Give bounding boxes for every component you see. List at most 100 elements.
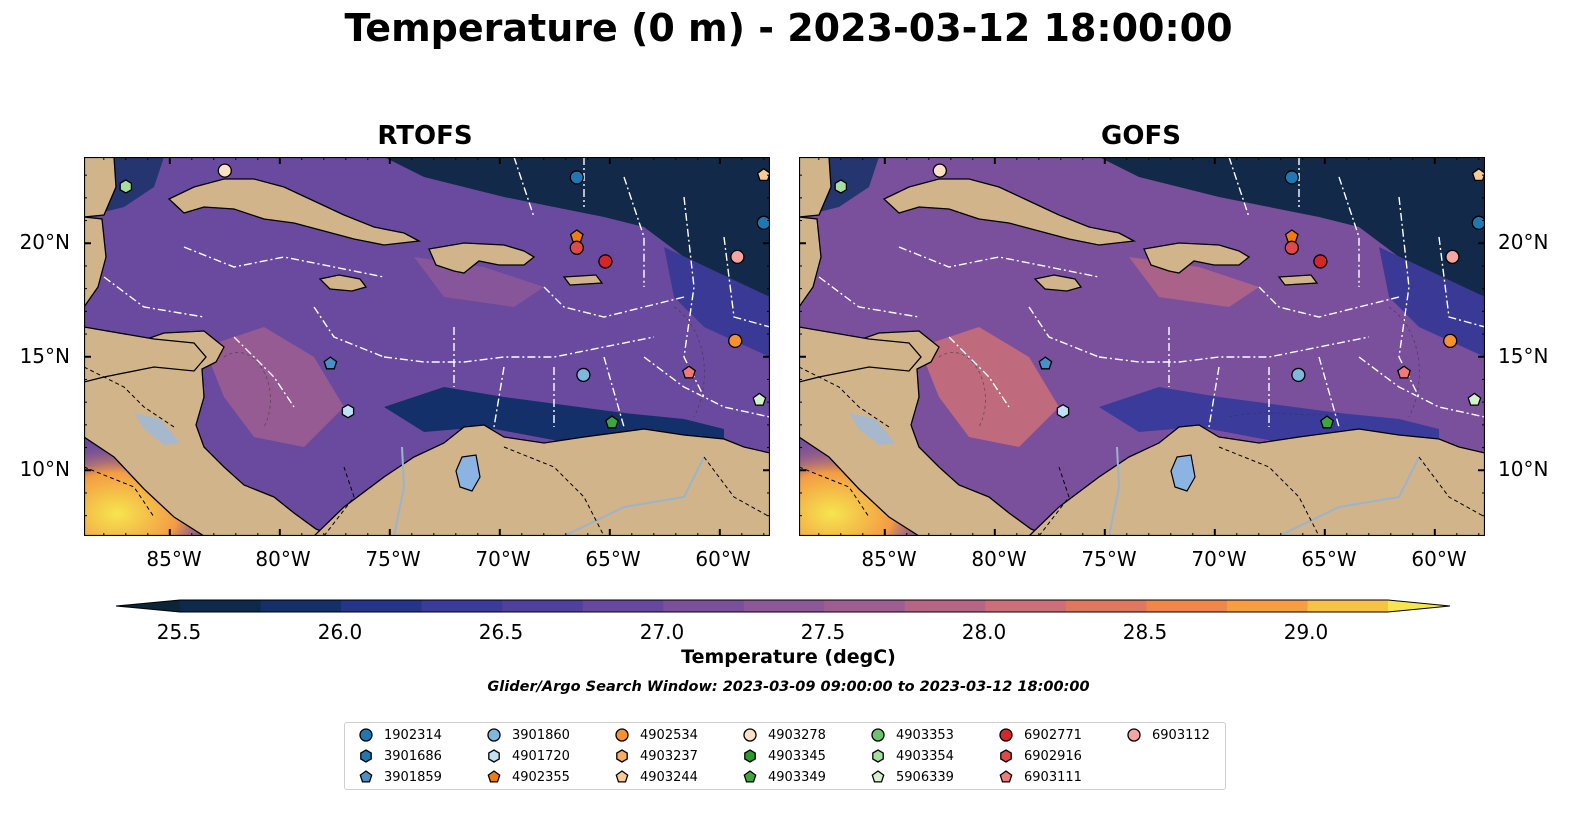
country-border bbox=[1038, 466, 1070, 536]
platform-marker bbox=[1445, 249, 1460, 265]
legend-marker bbox=[871, 770, 885, 783]
platform-marker bbox=[932, 163, 947, 178]
legend-item: 4903237 bbox=[613, 746, 698, 766]
colorbar-tick: 26.0 bbox=[317, 620, 363, 644]
landmass bbox=[1143, 242, 1251, 274]
colorbar-segment bbox=[904, 600, 986, 612]
landmass bbox=[313, 424, 770, 536]
eez-boundary bbox=[723, 236, 770, 328]
lon-label-70w-left: 70°W bbox=[475, 547, 531, 571]
legend-marker bbox=[872, 749, 884, 763]
gofs-map bbox=[799, 157, 1485, 536]
colorbar-tick: 29.0 bbox=[1283, 620, 1329, 644]
colorbar-tick: 26.5 bbox=[478, 620, 524, 644]
lon-label-60w-left: 60°W bbox=[695, 547, 751, 571]
legend-marker bbox=[743, 770, 757, 783]
legend-label: 4903244 bbox=[640, 769, 698, 785]
hexagon-marker-icon bbox=[488, 749, 500, 763]
legend-item: 6903111 bbox=[997, 767, 1082, 787]
eez-boundary bbox=[643, 356, 770, 418]
legend-item: 3901860 bbox=[485, 725, 570, 745]
country-border bbox=[323, 466, 355, 536]
colorbar-segment bbox=[1226, 600, 1308, 612]
legend-marker bbox=[615, 770, 629, 783]
platform-marker bbox=[1284, 240, 1299, 255]
legend-item: 4903244 bbox=[613, 767, 698, 787]
eez-boundary bbox=[603, 356, 625, 428]
colorbar-segment bbox=[824, 600, 906, 612]
pentagon-marker-icon bbox=[359, 770, 373, 783]
legend-item: 6902771 bbox=[997, 725, 1082, 745]
legend-marker bbox=[743, 728, 757, 742]
colorbar-tick: 25.5 bbox=[156, 620, 202, 644]
legend-label: 4903345 bbox=[768, 748, 826, 764]
legend-item: 1902314 bbox=[357, 725, 442, 745]
legend-item: 4903354 bbox=[869, 746, 954, 766]
eez-boundary bbox=[1258, 286, 1400, 318]
lake-nicaragua bbox=[849, 413, 895, 445]
eez-boundary bbox=[1228, 157, 1250, 218]
lat-label-20n-left: 20°N bbox=[19, 230, 70, 254]
country-border bbox=[84, 466, 155, 518]
legend-marker bbox=[744, 749, 756, 763]
river bbox=[1278, 456, 1420, 536]
circle-marker-icon bbox=[871, 728, 885, 742]
hexagon-marker-icon bbox=[1000, 749, 1012, 763]
platform-marker bbox=[834, 179, 848, 194]
landmass bbox=[799, 216, 822, 309]
legend-label: 4903349 bbox=[768, 769, 826, 785]
legend-label: 5906339 bbox=[896, 769, 954, 785]
legend-label: 4901720 bbox=[512, 748, 570, 764]
legend-label: 3901860 bbox=[512, 727, 570, 743]
colorbar-segment bbox=[582, 600, 664, 612]
landmass bbox=[1033, 274, 1083, 292]
legend-item: 6902916 bbox=[997, 746, 1082, 766]
landmass bbox=[799, 326, 922, 383]
eez-boundary bbox=[493, 366, 505, 428]
river bbox=[1108, 446, 1121, 536]
platform-marker bbox=[1467, 392, 1482, 406]
country-border bbox=[703, 456, 770, 518]
lon-label-80w-right: 80°W bbox=[971, 547, 1027, 571]
eez-boundary bbox=[898, 246, 1100, 278]
eez-boundary bbox=[623, 176, 645, 287]
legend-marker bbox=[999, 770, 1013, 783]
panel-title-rtofs: RTOFS bbox=[377, 121, 473, 151]
colorbar-segment bbox=[743, 600, 825, 612]
landmass bbox=[428, 242, 536, 274]
platform-marker bbox=[1284, 170, 1299, 185]
legend-item: 4902355 bbox=[485, 767, 570, 787]
legend-label: 3901859 bbox=[384, 769, 442, 785]
platform-legend: 1902314 3901686 3901859 3901860 4901720 49023… bbox=[344, 722, 1226, 790]
legend-marker bbox=[360, 749, 372, 763]
legend-label: 4903354 bbox=[896, 748, 954, 764]
pentagon-marker-icon bbox=[487, 770, 501, 783]
lon-label-65w-left: 65°W bbox=[585, 547, 641, 571]
pentagon-marker-icon bbox=[743, 770, 757, 783]
legend-marker bbox=[999, 728, 1013, 742]
eez-boundary bbox=[818, 276, 920, 318]
lake-maracaibo bbox=[455, 454, 481, 492]
legend-item: 6903112 bbox=[1125, 725, 1210, 745]
bathymetry-contour bbox=[1228, 412, 1340, 418]
platform-marker bbox=[1313, 254, 1328, 269]
country-border bbox=[799, 366, 890, 428]
lake-maracaibo bbox=[1170, 454, 1196, 492]
legend-label: 4902355 bbox=[512, 769, 570, 785]
legend-item: 4901720 bbox=[485, 746, 570, 766]
cool-water-region bbox=[1379, 247, 1485, 357]
country-border bbox=[1418, 456, 1485, 518]
legend-item: 3901686 bbox=[357, 746, 442, 766]
lon-label-85w-left: 85°W bbox=[146, 547, 202, 571]
circle-marker-icon bbox=[487, 728, 501, 742]
bathymetry-contour bbox=[513, 412, 625, 418]
legend-label: 4903353 bbox=[896, 727, 954, 743]
page-title: Temperature (0 m) - 2023-03-12 18:00:00 bbox=[344, 6, 1233, 50]
colorbar-tick: 28.0 bbox=[961, 620, 1007, 644]
eez-boundary bbox=[1028, 306, 1100, 358]
eez-boundary bbox=[948, 336, 1010, 408]
hexagon-marker-icon bbox=[616, 749, 628, 763]
bathymetry-contour bbox=[938, 352, 986, 428]
colorbar-segment bbox=[180, 600, 262, 612]
eez-boundary bbox=[683, 196, 705, 398]
